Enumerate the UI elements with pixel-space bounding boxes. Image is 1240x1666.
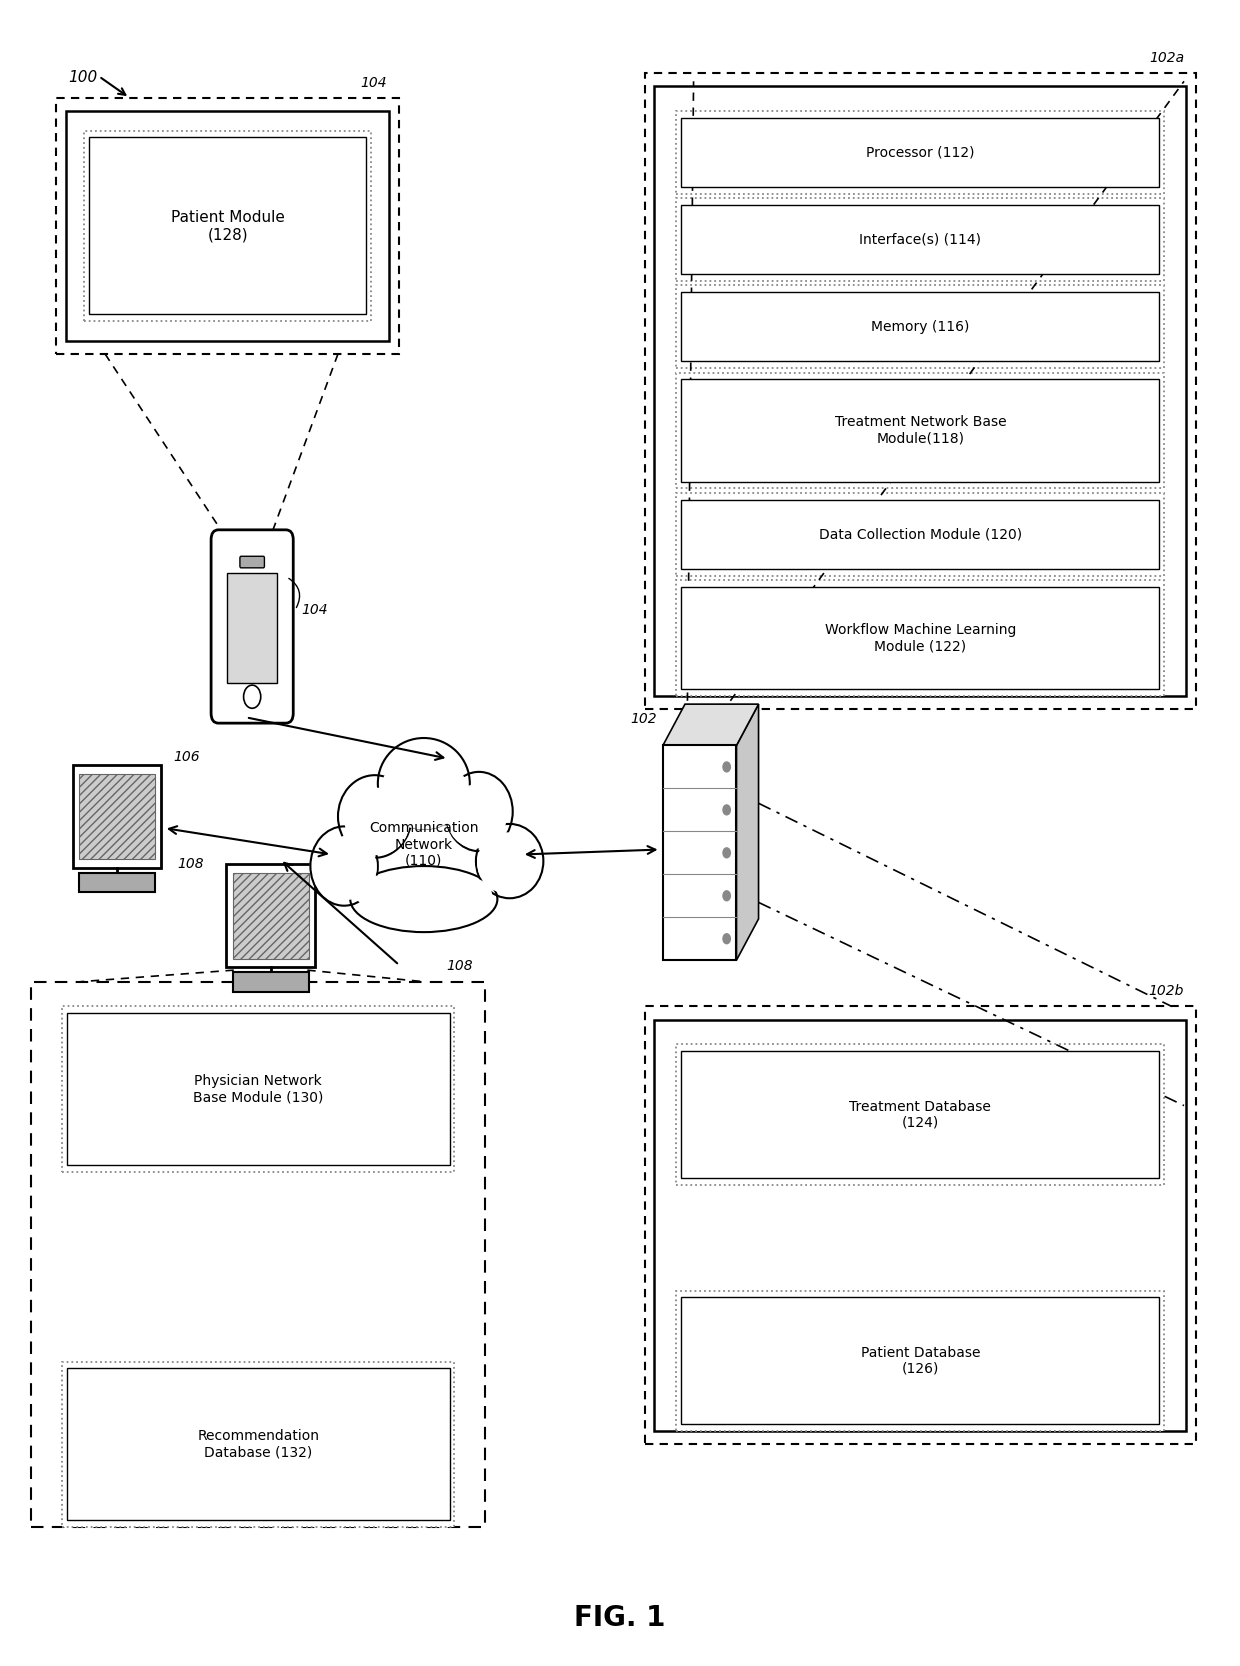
Text: 102a: 102a xyxy=(1149,50,1184,65)
Bar xyxy=(676,373,1164,488)
Circle shape xyxy=(723,761,730,771)
Bar xyxy=(227,865,315,966)
Bar xyxy=(233,971,309,991)
Bar xyxy=(62,1361,455,1526)
Text: Physician Network
Base Module (130): Physician Network Base Module (130) xyxy=(193,1075,324,1105)
Bar xyxy=(655,87,1187,696)
Bar xyxy=(676,1291,1164,1431)
Bar xyxy=(233,873,309,958)
Bar xyxy=(227,573,278,683)
Bar xyxy=(62,1006,455,1171)
FancyBboxPatch shape xyxy=(239,556,264,568)
Text: Recommendation
Database (132): Recommendation Database (132) xyxy=(197,1429,319,1459)
Text: Patient Module
(128): Patient Module (128) xyxy=(171,210,285,242)
Bar xyxy=(655,1020,1187,1431)
Text: Patient Database
(126): Patient Database (126) xyxy=(861,1346,980,1376)
Ellipse shape xyxy=(448,785,506,848)
Bar xyxy=(31,981,485,1526)
Ellipse shape xyxy=(445,771,512,851)
Ellipse shape xyxy=(477,833,534,893)
Polygon shape xyxy=(663,705,759,745)
Text: 102: 102 xyxy=(630,711,657,726)
Bar xyxy=(676,198,1164,282)
Bar xyxy=(676,580,1164,696)
Bar xyxy=(681,380,1159,481)
Text: Interface(s) (114): Interface(s) (114) xyxy=(859,233,981,247)
Bar xyxy=(663,745,737,960)
Ellipse shape xyxy=(339,775,412,858)
Circle shape xyxy=(723,848,730,858)
Bar xyxy=(681,1051,1159,1178)
Text: Treatment Database
(124): Treatment Database (124) xyxy=(849,1100,991,1130)
Ellipse shape xyxy=(310,826,378,906)
Bar xyxy=(645,73,1197,710)
Bar xyxy=(79,873,155,893)
Polygon shape xyxy=(737,705,759,960)
Bar xyxy=(67,1013,450,1165)
Bar xyxy=(79,773,155,860)
Text: 104: 104 xyxy=(301,603,327,616)
Text: 102b: 102b xyxy=(1148,985,1184,998)
Text: Communication
Network
(110): Communication Network (110) xyxy=(370,821,479,868)
Circle shape xyxy=(723,805,730,815)
Ellipse shape xyxy=(346,788,409,855)
Bar xyxy=(84,132,371,322)
Text: Treatment Network Base
Module(118): Treatment Network Base Module(118) xyxy=(835,415,1006,445)
Bar xyxy=(73,765,161,868)
Bar xyxy=(645,1006,1197,1444)
FancyBboxPatch shape xyxy=(211,530,293,723)
Text: 104: 104 xyxy=(361,75,387,90)
Bar xyxy=(89,138,366,315)
Bar xyxy=(676,1045,1164,1185)
Text: Processor (112): Processor (112) xyxy=(867,145,975,160)
Bar xyxy=(676,112,1164,193)
Ellipse shape xyxy=(350,866,497,931)
Bar xyxy=(681,500,1159,570)
Ellipse shape xyxy=(320,836,376,900)
Text: 108: 108 xyxy=(177,858,205,871)
Ellipse shape xyxy=(381,755,466,830)
Bar xyxy=(67,1368,450,1521)
Text: Workflow Machine Learning
Module (122): Workflow Machine Learning Module (122) xyxy=(825,623,1016,653)
Bar xyxy=(681,292,1159,362)
Ellipse shape xyxy=(476,825,543,898)
Text: Data Collection Module (120): Data Collection Module (120) xyxy=(818,528,1022,541)
Text: FIG. 1: FIG. 1 xyxy=(574,1604,666,1631)
Circle shape xyxy=(723,933,730,943)
Bar xyxy=(681,205,1159,275)
Ellipse shape xyxy=(356,870,491,920)
Bar xyxy=(676,493,1164,575)
Bar xyxy=(676,285,1164,368)
Text: 108: 108 xyxy=(446,960,472,973)
Text: 100: 100 xyxy=(68,70,98,85)
Circle shape xyxy=(723,891,730,901)
Bar xyxy=(681,586,1159,690)
Bar xyxy=(66,112,389,340)
Bar xyxy=(681,1298,1159,1424)
Ellipse shape xyxy=(378,738,470,830)
Text: Memory (116): Memory (116) xyxy=(872,320,970,333)
Bar xyxy=(56,98,399,353)
Bar xyxy=(681,118,1159,187)
Text: 106: 106 xyxy=(174,750,201,765)
